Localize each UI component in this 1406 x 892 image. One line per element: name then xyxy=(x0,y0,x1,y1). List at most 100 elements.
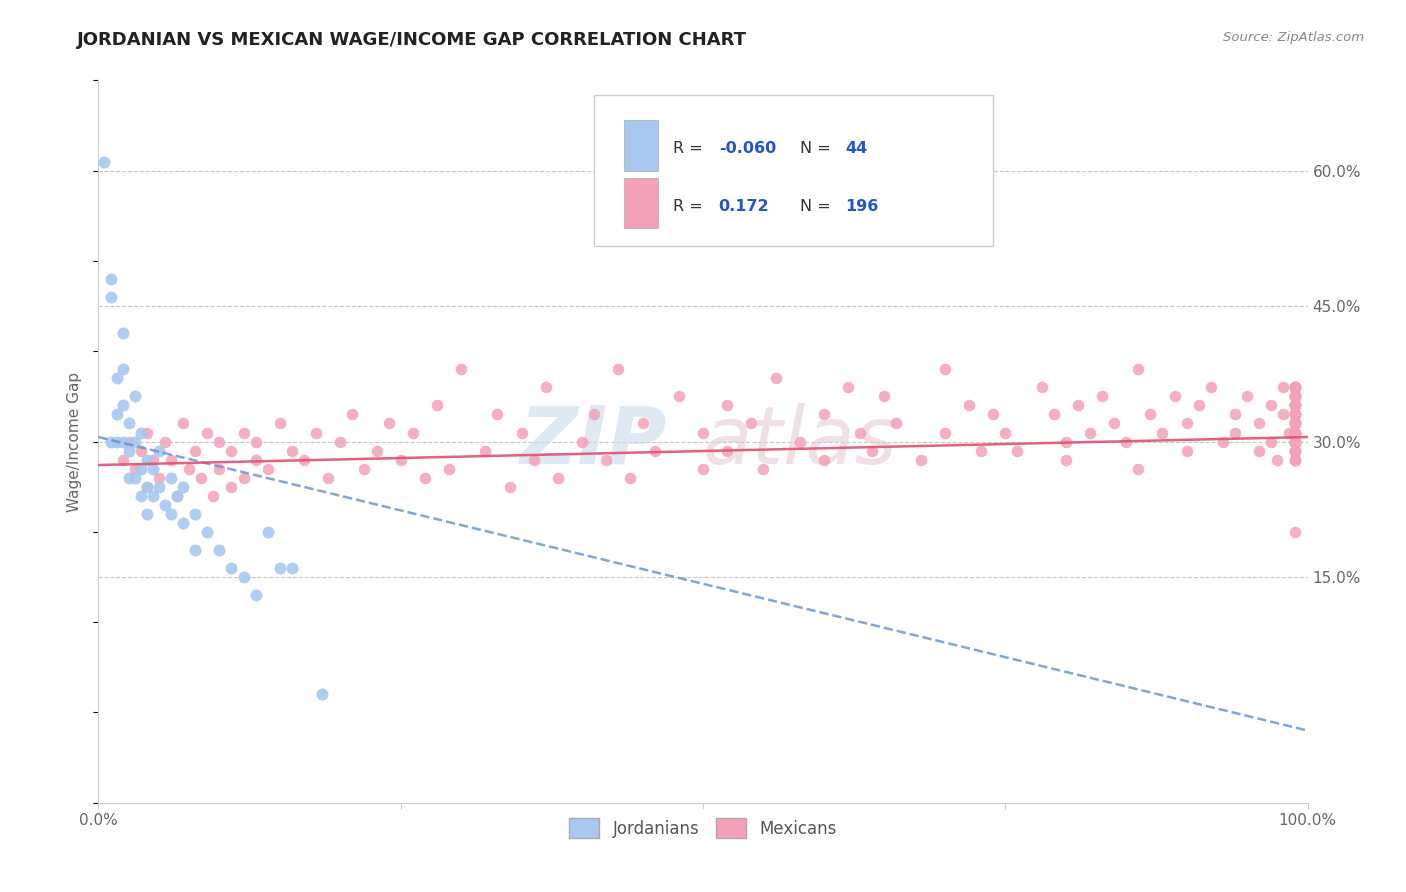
Point xyxy=(789,434,811,449)
Point xyxy=(202,489,225,503)
Point xyxy=(1284,434,1306,449)
Point xyxy=(1284,398,1306,412)
Point xyxy=(208,434,231,449)
Point xyxy=(970,443,993,458)
Point xyxy=(1128,362,1150,376)
Point xyxy=(184,542,207,557)
Point xyxy=(1272,380,1295,394)
Point xyxy=(1284,417,1306,431)
Point xyxy=(934,425,956,440)
Point xyxy=(135,452,157,467)
Point xyxy=(765,371,787,385)
Point xyxy=(1284,398,1306,412)
Point xyxy=(221,561,243,575)
Point xyxy=(1284,434,1306,449)
Point xyxy=(1128,461,1150,475)
Point xyxy=(111,434,134,449)
Point xyxy=(1284,408,1306,422)
Point xyxy=(269,417,291,431)
Point xyxy=(1284,380,1306,394)
Point xyxy=(692,461,714,475)
Point xyxy=(172,417,194,431)
Point xyxy=(1284,380,1306,394)
Point xyxy=(1188,398,1211,412)
Point xyxy=(837,380,859,394)
Point xyxy=(571,434,593,449)
FancyBboxPatch shape xyxy=(624,178,658,228)
Point xyxy=(377,417,399,431)
Point xyxy=(1284,408,1306,422)
Point xyxy=(1284,434,1306,449)
Point xyxy=(195,425,218,440)
Point xyxy=(1284,425,1306,440)
Point xyxy=(1284,417,1306,431)
Point xyxy=(135,507,157,521)
Point xyxy=(1067,398,1090,412)
Point xyxy=(366,443,388,458)
Text: Source: ZipAtlas.com: Source: ZipAtlas.com xyxy=(1223,31,1364,45)
Point xyxy=(311,687,333,701)
Point xyxy=(232,570,254,584)
Point xyxy=(1249,443,1271,458)
Point xyxy=(1284,398,1306,412)
Point xyxy=(172,516,194,530)
Point xyxy=(619,470,641,484)
Point xyxy=(1284,398,1306,412)
Point xyxy=(179,461,201,475)
Point xyxy=(692,425,714,440)
Point xyxy=(118,434,141,449)
Point xyxy=(1284,408,1306,422)
Point xyxy=(172,480,194,494)
Point xyxy=(716,398,738,412)
Point xyxy=(1236,389,1258,403)
Point xyxy=(1284,425,1306,440)
Point xyxy=(166,489,188,503)
Point xyxy=(1284,434,1306,449)
Point xyxy=(124,461,146,475)
Text: atlas: atlas xyxy=(703,402,898,481)
Text: 196: 196 xyxy=(845,199,879,214)
Point xyxy=(1284,452,1306,467)
Point xyxy=(142,489,165,503)
Point xyxy=(934,362,956,376)
Point xyxy=(135,425,157,440)
Point xyxy=(1284,443,1306,458)
Point xyxy=(668,389,690,403)
Point xyxy=(450,362,472,376)
Text: 0.172: 0.172 xyxy=(718,199,769,214)
Point xyxy=(1249,417,1271,431)
Point xyxy=(100,434,122,449)
Point xyxy=(1284,389,1306,403)
Point xyxy=(413,470,436,484)
Point xyxy=(111,452,134,467)
Point xyxy=(245,434,267,449)
Point xyxy=(1284,452,1306,467)
Point xyxy=(1260,434,1282,449)
Point xyxy=(981,408,1004,422)
Point xyxy=(166,489,188,503)
Point xyxy=(1284,389,1306,403)
Point xyxy=(118,443,141,458)
Point xyxy=(1163,389,1185,403)
Point xyxy=(353,461,375,475)
Point xyxy=(1284,425,1306,440)
Point xyxy=(1139,408,1161,422)
Point xyxy=(1284,389,1306,403)
Point xyxy=(1278,425,1301,440)
Point xyxy=(957,398,980,412)
Point xyxy=(1284,434,1306,449)
Point xyxy=(1284,417,1306,431)
Point xyxy=(437,461,460,475)
Point xyxy=(1175,443,1198,458)
Point xyxy=(118,470,141,484)
Text: JORDANIAN VS MEXICAN WAGE/INCOME GAP CORRELATION CHART: JORDANIAN VS MEXICAN WAGE/INCOME GAP COR… xyxy=(77,31,748,49)
Point xyxy=(1284,425,1306,440)
Point xyxy=(160,470,183,484)
Point xyxy=(1115,434,1137,449)
Point xyxy=(1284,425,1306,440)
FancyBboxPatch shape xyxy=(595,95,993,246)
Point xyxy=(1284,389,1306,403)
Point xyxy=(1284,417,1306,431)
Point xyxy=(148,443,170,458)
Point xyxy=(1284,434,1306,449)
